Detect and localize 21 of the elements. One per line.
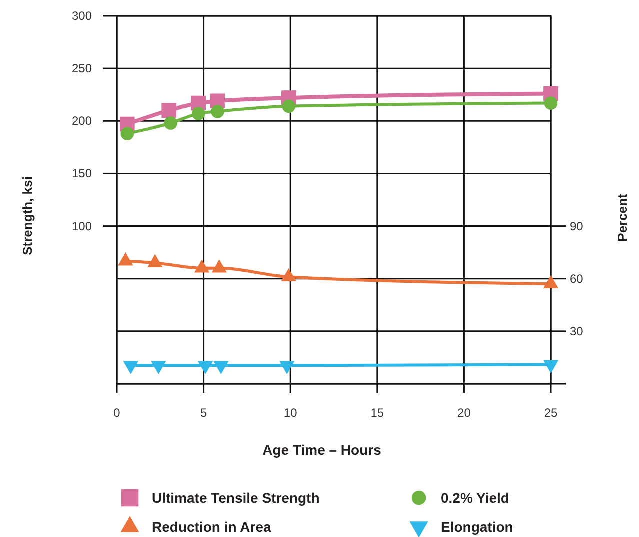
- y2-tick-label: 60: [570, 272, 584, 286]
- y-tick-label: 100: [72, 219, 92, 234]
- y-tick-label: 300: [72, 9, 92, 23]
- y-tick-label: 250: [72, 62, 92, 76]
- legend-label: Elongation: [441, 519, 514, 535]
- legend-label: Ultimate Tensile Strength: [152, 490, 320, 506]
- x-tick-label: 15: [370, 406, 384, 420]
- x-tick-label: 20: [458, 406, 472, 420]
- x-tick-label: 25: [544, 406, 558, 420]
- y-tick-label: 200: [72, 114, 92, 128]
- x-axis-title: Age Time – Hours: [262, 442, 382, 458]
- y-tick-label: 150: [72, 166, 92, 181]
- x-tick-label: 5: [200, 406, 208, 420]
- legend-label: 0.2% Yield: [441, 490, 510, 506]
- y-axis-title: Strength, ksi: [20, 176, 35, 256]
- legend-label: Reduction in Area: [152, 519, 272, 535]
- x-tick-label: 10: [284, 406, 298, 420]
- y2-tick-label: 90: [570, 219, 584, 234]
- x-tick-label: 0: [114, 406, 121, 420]
- y2-tick-label: 30: [570, 324, 584, 338]
- y2-axis-title: Percent: [615, 193, 630, 242]
